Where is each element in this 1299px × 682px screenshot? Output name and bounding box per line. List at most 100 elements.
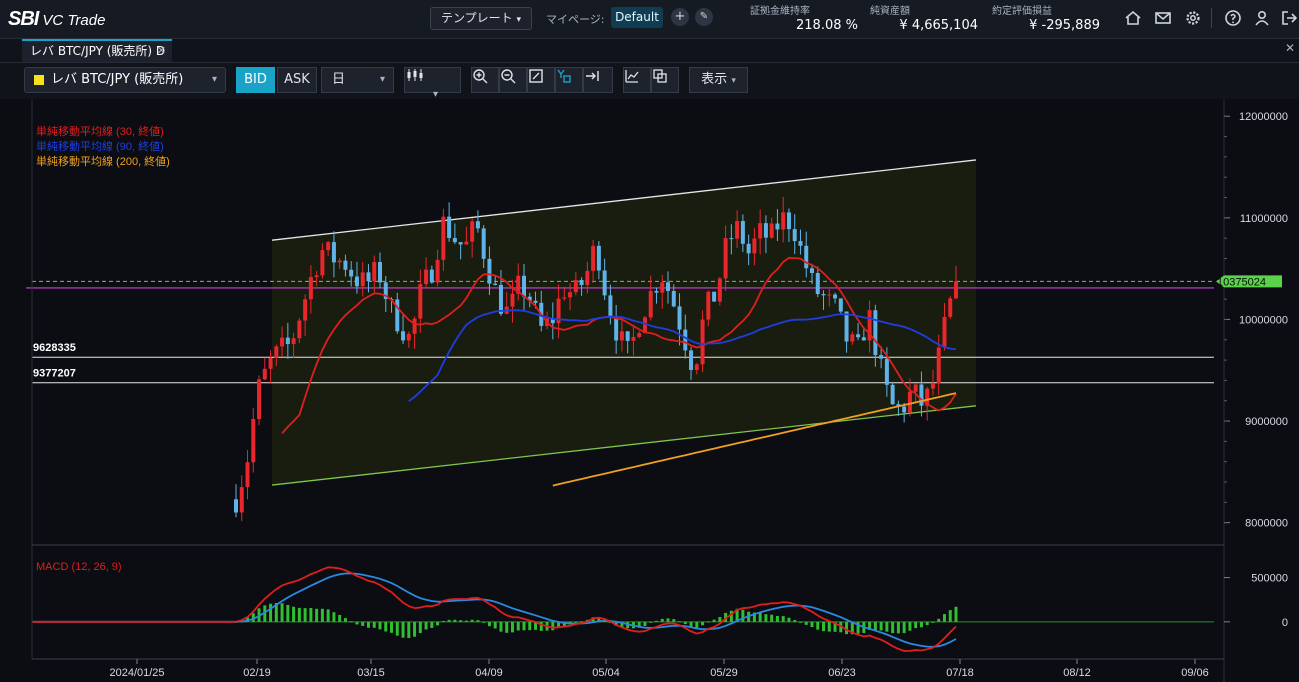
close-panel-icon[interactable]: ✕ xyxy=(1284,41,1295,55)
candle-body xyxy=(378,262,382,283)
price-chart[interactable]: 9628335 9377207 単純移動平均線 (30, 終値)単純移動平均線 (9… xyxy=(0,99,1299,682)
candle-body xyxy=(481,228,486,259)
candle-body xyxy=(498,284,503,314)
logo-main-text: SBI xyxy=(8,8,39,30)
user-icon[interactable] xyxy=(1253,9,1271,27)
candle-body xyxy=(786,212,791,230)
candle-body xyxy=(625,331,630,341)
candle-body xyxy=(867,310,872,341)
compare-button[interactable] xyxy=(651,67,679,93)
display-dropdown[interactable]: 表示 ▾ xyxy=(689,67,748,93)
candle-body xyxy=(510,293,515,307)
candle-body xyxy=(470,221,475,242)
candle-body xyxy=(274,346,279,358)
scroll-to-latest-button[interactable] xyxy=(583,67,613,93)
candle-body xyxy=(637,333,642,337)
candle-body xyxy=(245,462,250,488)
close-icon[interactable]: ✕ xyxy=(156,44,166,57)
indicator-icon xyxy=(625,70,639,83)
candle-body xyxy=(729,238,734,240)
candle-body xyxy=(257,379,262,420)
macd-histogram-bar xyxy=(355,621,359,625)
candle-body xyxy=(723,238,728,279)
candle-body xyxy=(383,282,388,300)
edit-icon[interactable]: ✎ xyxy=(695,8,713,26)
macd-histogram-bar xyxy=(879,621,883,631)
macd-histogram-bar xyxy=(280,603,284,622)
macd-histogram-bar xyxy=(441,620,445,622)
macd-histogram-bar xyxy=(464,620,468,622)
macd-histogram-bar xyxy=(366,621,370,628)
home-icon[interactable] xyxy=(1124,9,1142,27)
candle-body xyxy=(850,334,855,342)
macd-line xyxy=(32,566,957,652)
fit-button[interactable] xyxy=(527,67,555,93)
candle-body xyxy=(833,294,838,299)
macd-histogram-bar xyxy=(297,607,301,622)
symbol-label: レバ BTC/JPY (販売所) xyxy=(51,72,184,87)
sbi-vc-trade-logo[interactable]: SBI VC Trade xyxy=(8,8,105,31)
macd-histogram-bar xyxy=(781,616,785,622)
zoom-out-button[interactable] xyxy=(499,67,527,93)
mail-icon[interactable] xyxy=(1154,9,1172,27)
period-dropdown[interactable]: 日 ▾ xyxy=(321,67,394,93)
macd-histogram-bar xyxy=(499,621,503,632)
template-dropdown[interactable]: テンプレート ▾ xyxy=(430,7,532,30)
candle-body xyxy=(406,333,411,341)
candle-body xyxy=(441,216,446,260)
macd-histogram-bar xyxy=(637,621,641,628)
chart-area[interactable]: 9628335 9377207 単純移動平均線 (30, 終値) 単純移動平均線 (9… xyxy=(0,99,1299,682)
zoom-in-button[interactable] xyxy=(471,67,499,93)
macd-histogram-bar xyxy=(303,608,307,622)
candle-body xyxy=(516,275,521,294)
ask-button[interactable]: ASK xyxy=(277,67,317,93)
macd-histogram-bar xyxy=(701,621,705,626)
macd-histogram-bar xyxy=(885,621,889,632)
candle-body xyxy=(746,243,751,254)
candle-body xyxy=(619,331,624,341)
candle-body xyxy=(838,298,843,312)
logout-icon[interactable] xyxy=(1280,9,1298,27)
macd-title: MACD (12, 26, 9) xyxy=(36,561,122,573)
candle-body xyxy=(856,334,861,338)
zoom-out-icon xyxy=(501,69,516,84)
tab-btc-jpy-daily[interactable]: レバ BTC/JPY (販売所) D ✕ xyxy=(22,39,172,62)
candle-body xyxy=(452,238,457,243)
chevron-down-icon: ▾ xyxy=(379,74,385,85)
zoom-in-icon xyxy=(473,69,488,84)
macd-histogram-bar xyxy=(482,621,486,623)
candle-body xyxy=(671,291,676,307)
auto-scale-button[interactable] xyxy=(555,67,583,93)
candle-body xyxy=(648,290,653,318)
macd-histogram-bar xyxy=(580,621,584,623)
period-label: 日 xyxy=(332,72,346,87)
macd-histogram-bar xyxy=(528,621,532,631)
bid-button[interactable]: BID xyxy=(236,67,275,93)
symbol-color-icon xyxy=(34,75,44,85)
candle-body xyxy=(562,297,567,299)
macd-histogram-bar xyxy=(418,621,422,634)
chevron-down-icon: ▾ xyxy=(731,76,736,86)
macd-histogram-bar xyxy=(810,621,814,628)
support-line-label: 9628335 xyxy=(33,342,76,354)
symbol-selector[interactable]: レバ BTC/JPY (販売所) ▾ xyxy=(24,67,226,93)
x-tick-label: 04/09 xyxy=(475,667,503,679)
compare-icon xyxy=(653,69,667,83)
chart-type-dropdown[interactable]: ▾ xyxy=(404,67,461,100)
help-icon[interactable] xyxy=(1224,9,1242,27)
candle-body xyxy=(642,317,647,334)
macd-histogram-bar xyxy=(401,621,405,638)
macd-histogram-bar xyxy=(361,621,365,626)
candle-body xyxy=(568,292,573,298)
candle-body xyxy=(884,358,889,385)
plus-icon[interactable]: + xyxy=(671,8,689,26)
macd-histogram-bar xyxy=(505,621,509,633)
indicator-button[interactable] xyxy=(623,67,651,93)
gear-icon[interactable] xyxy=(1184,9,1202,27)
macd-histogram-bar xyxy=(873,621,877,631)
macd-histogram-bar xyxy=(672,619,676,622)
candle-body xyxy=(354,276,359,287)
candle-body xyxy=(320,250,325,276)
candle-body xyxy=(291,338,296,345)
default-layout-button[interactable]: Default xyxy=(611,7,663,28)
